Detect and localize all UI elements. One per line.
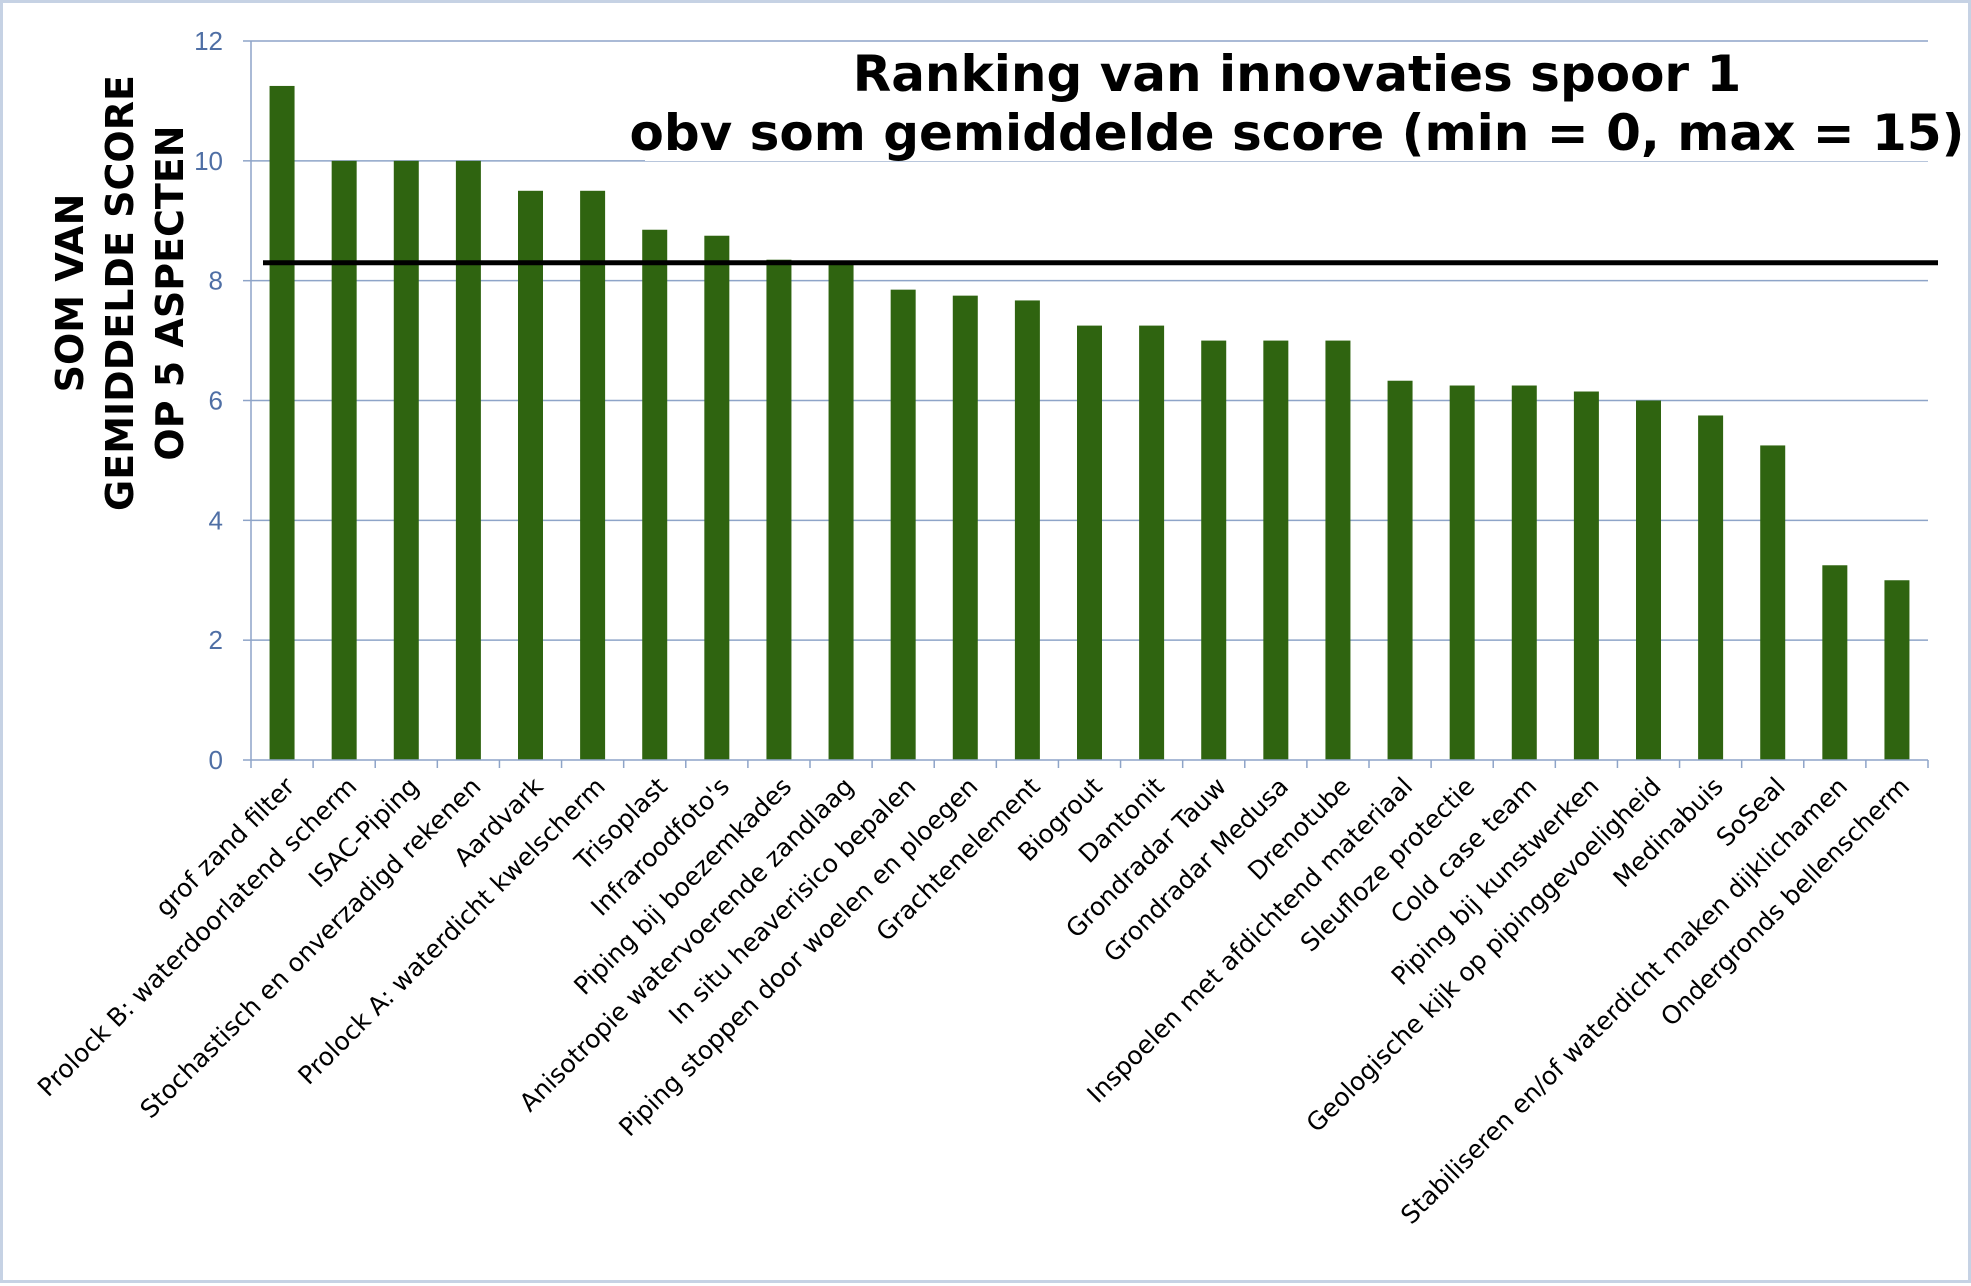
bar [1014,300,1040,760]
bar [1263,340,1289,760]
bar [269,85,295,760]
y-tick-labels: 0 2 4 6 8 10 12 [194,26,223,775]
chart-title-line: obv som gemiddelde score (min = 0, max =… [630,104,1965,162]
y-axis-title-line: SOM VAN [48,194,92,393]
bar [1387,380,1413,760]
y-axis-title-line: GEMIDDELDE SCORE [98,75,142,511]
bar [580,190,606,760]
y-axis-title: SOM VAN GEMIDDELDE SCORE OP 5 ASPECTEN [48,75,192,511]
y-tick-label: 8 [209,266,223,296]
title-background [645,43,1935,161]
bar [1573,391,1599,760]
bars [269,85,1910,761]
bar [1201,340,1227,760]
bar [704,235,730,760]
bar [890,289,916,760]
bar [1822,565,1848,760]
bar [1760,445,1786,760]
chart-title-line: Ranking van innovaties spoor 1 [853,45,1742,103]
bar [1698,415,1724,760]
bar [518,190,543,760]
y-tick-label: 12 [194,26,223,56]
bar [952,295,978,760]
bar [455,160,481,761]
y-tick-label: 10 [194,146,223,176]
bar [1511,385,1537,760]
bar [1139,325,1165,760]
y-tick-label: 2 [209,625,223,655]
bar [331,160,357,761]
bar [393,160,419,761]
y-tick-label: 0 [209,745,223,775]
axes [243,40,1929,768]
bar [828,262,854,760]
y-axis-title-line: OP 5 ASPECTEN [148,125,192,460]
bar [1636,400,1661,760]
bar [766,259,792,760]
bar [1077,325,1102,760]
y-tick-label: 4 [209,505,223,535]
bar [1325,340,1351,760]
bar [642,229,668,761]
bar [1449,385,1475,760]
bar [1884,580,1910,760]
y-tick-label: 6 [209,386,223,416]
